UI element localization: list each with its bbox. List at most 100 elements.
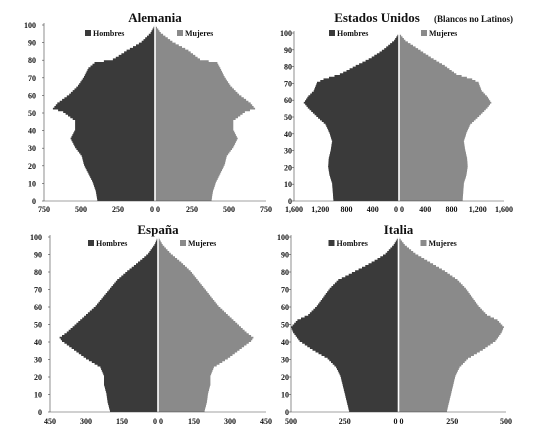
y-tick-label: 80 — [284, 63, 292, 72]
y-tick-label: 10 — [28, 179, 36, 188]
x-tick-label: 450 — [260, 417, 272, 426]
x-tick-label: 800 — [341, 205, 353, 214]
legend-label-hombres: Hombres — [337, 239, 368, 248]
x-tick-label: 400 — [419, 205, 431, 214]
y-tick-label: 80 — [34, 268, 42, 277]
legend-swatch-mujeres — [421, 30, 427, 36]
x-tick-label: 500 — [75, 205, 87, 214]
x-tick-label: 0 — [156, 205, 160, 214]
y-tick-label: 0 — [32, 197, 36, 206]
x-tick-label: 400 — [367, 205, 379, 214]
y-tick-label: 30 — [28, 144, 36, 153]
x-tick-label: 500 — [223, 205, 235, 214]
series-hombres — [59, 235, 158, 412]
x-tick-label: 150 — [188, 417, 200, 426]
legend-swatch-hombres — [85, 30, 91, 36]
y-tick-label: 20 — [281, 373, 289, 382]
y-tick-label: 50 — [28, 109, 36, 118]
legend-swatch-mujeres — [420, 240, 427, 246]
legend-swatch-mujeres — [180, 240, 186, 246]
x-tick-label: 250 — [186, 205, 198, 214]
y-tick-label: 100 — [280, 29, 292, 38]
x-tick-label: 150 — [116, 417, 128, 426]
y-tick-label: 10 — [284, 180, 292, 189]
x-tick-label: 0 — [400, 205, 404, 214]
y-tick-label: 30 — [34, 356, 42, 365]
series-hombres — [291, 235, 399, 412]
y-tick-label: 30 — [284, 147, 292, 156]
x-tick-label: 0 — [153, 417, 157, 426]
y-tick-label: 80 — [28, 56, 36, 65]
x-tick-label: 0 — [394, 417, 398, 426]
legend-label-mujeres: Mujeres — [185, 29, 213, 38]
chart-subtitle: (Blancos no Latinos) — [434, 14, 513, 24]
y-tick-label: 10 — [281, 391, 289, 400]
y-tick-label: 60 — [284, 96, 292, 105]
y-tick-label: 80 — [281, 268, 289, 277]
y-tick-label: 90 — [284, 46, 292, 55]
y-tick-label: 90 — [28, 39, 36, 48]
y-tick-label: 40 — [34, 338, 42, 347]
series-mujeres — [158, 235, 254, 412]
x-tick-label: 450 — [44, 417, 56, 426]
y-tick-label: 0 — [288, 197, 292, 206]
x-tick-label: 250 — [339, 417, 351, 426]
x-tick-label: 300 — [80, 417, 92, 426]
chart-title: España — [137, 222, 179, 237]
series-mujeres — [398, 235, 504, 412]
series-hombres — [303, 31, 399, 201]
x-tick-label: 1,200 — [469, 205, 487, 214]
x-tick-label: 1,600 — [495, 205, 513, 214]
series-mujeres — [155, 23, 256, 202]
legend-label-hombres: Hombres — [93, 29, 124, 38]
legend-swatch-hombres — [328, 240, 335, 246]
y-tick-label: 20 — [284, 163, 292, 172]
x-tick-label: 250 — [446, 417, 458, 426]
legend-swatch-mujeres — [177, 30, 183, 36]
y-tick-label: 50 — [34, 321, 42, 330]
y-tick-label: 20 — [34, 373, 42, 382]
x-tick-label: 800 — [446, 205, 458, 214]
y-tick-label: 70 — [28, 74, 36, 83]
y-tick-label: 10 — [34, 391, 42, 400]
legend-label-mujeres: Mujeres — [429, 29, 457, 38]
x-tick-label: 0 — [394, 205, 398, 214]
y-tick-label: 0 — [285, 408, 289, 417]
y-tick-label: 40 — [281, 338, 289, 347]
legend-swatch-hombres — [329, 30, 335, 36]
x-tick-label: 500 — [500, 417, 512, 426]
legend-label-hombres: Hombres — [337, 29, 368, 38]
x-tick-label: 500 — [285, 417, 297, 426]
legend-label-mujeres: Mujeres — [429, 239, 457, 248]
y-tick-label: 100 — [277, 233, 289, 242]
y-tick-label: 0 — [38, 408, 42, 417]
y-tick-label: 30 — [281, 356, 289, 365]
x-tick-label: 750 — [38, 205, 50, 214]
series-hombres — [52, 23, 155, 202]
y-tick-label: 60 — [28, 91, 36, 100]
x-tick-label: 0 — [150, 205, 154, 214]
x-tick-label: 1,600 — [285, 205, 303, 214]
x-tick-label: 1,200 — [311, 205, 329, 214]
x-tick-label: 250 — [112, 205, 124, 214]
y-tick-label: 100 — [30, 233, 42, 242]
chart-title: Estados Unidos — [334, 10, 420, 25]
y-tick-label: 90 — [34, 251, 42, 260]
y-tick-label: 100 — [24, 21, 36, 30]
chart-title: Alemania — [128, 10, 182, 25]
series-mujeres — [399, 31, 492, 201]
y-tick-label: 50 — [284, 113, 292, 122]
y-tick-label: 70 — [281, 286, 289, 295]
x-tick-label: 0 — [159, 417, 163, 426]
y-tick-label: 20 — [28, 162, 36, 171]
y-tick-label: 50 — [281, 321, 289, 330]
legend-label-mujeres: Mujeres — [188, 239, 216, 248]
y-tick-label: 40 — [28, 127, 36, 136]
y-tick-label: 90 — [281, 251, 289, 260]
legend-label-hombres: Hombres — [96, 239, 127, 248]
